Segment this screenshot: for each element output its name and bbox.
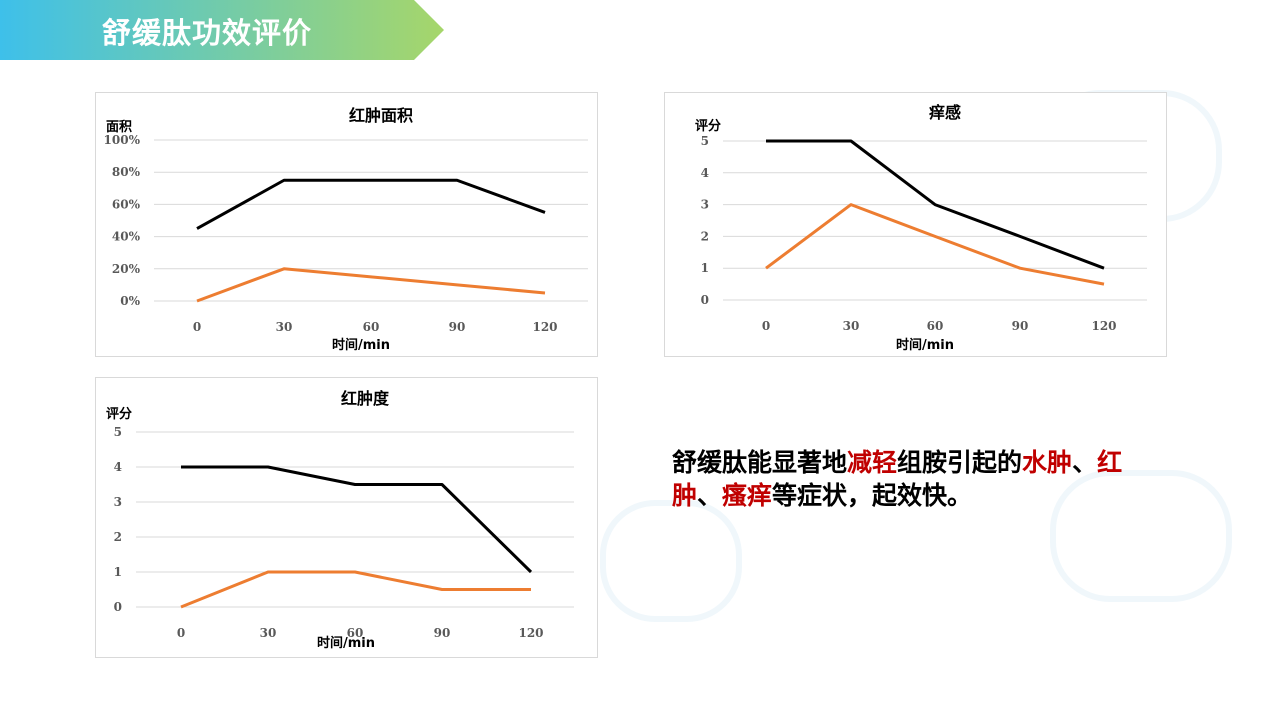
chart-itch: 痒感评分 0 1 2 3 4 5 0 30 60 90 120 时间/min [664, 92, 1167, 357]
description-part: 、 [1072, 448, 1098, 477]
x-tick-label: 30 [276, 320, 293, 334]
x-tick-label: 60 [927, 319, 944, 333]
y-tick-label: 80% [112, 165, 141, 179]
description-part: 组胺引起的 [897, 448, 1023, 477]
x-tick-label: 60 [363, 320, 380, 334]
series-line-1 [766, 139, 1105, 270]
y-tick-label: 1 [114, 565, 122, 579]
y-axis-label: 评分 [106, 406, 132, 422]
y-tick-label: 2 [114, 530, 122, 544]
x-tick-label: 60 [347, 626, 364, 640]
y-tick-label: 5 [114, 425, 122, 439]
chart-title: 红肿度 [341, 389, 390, 408]
x-tick-label: 30 [843, 319, 860, 333]
series-line-1 [181, 465, 533, 574]
x-tick-label: 120 [532, 320, 557, 334]
x-tick-label: 0 [177, 626, 185, 640]
y-tick-label: 0 [114, 600, 122, 614]
y-tick-label: 0 [701, 293, 709, 307]
description-part: 水肿 [1022, 448, 1073, 477]
y-tick-label: 3 [701, 198, 709, 212]
chart-red-swelling-area: 红肿面积面积 0% 20% 40% 60% 80% 100% 0 30 60 90 120 时间/min [95, 92, 598, 357]
y-tick-label: 100% [104, 133, 141, 147]
x-axis-label: 时间/min [896, 337, 954, 353]
series-line-2 [180, 570, 531, 609]
y-tick-label: 5 [701, 134, 709, 148]
y-tick-label: 20% [112, 262, 141, 276]
y-tick-label: 4 [114, 460, 122, 474]
x-axis-label: 时间/min [332, 337, 390, 353]
y-axis-label: 评分 [695, 118, 721, 134]
series-line-1 [196, 178, 546, 230]
y-tick-label: 40% [112, 230, 141, 244]
description-part: 减轻 [847, 448, 898, 477]
x-tick-label: 0 [193, 320, 201, 334]
x-tick-label: 90 [434, 626, 451, 640]
chart-redness: 红肿度评分 0 1 2 3 4 5 0 30 60 90 120 时间/min [95, 377, 598, 658]
page-title: 舒缓肽功效评价 [102, 16, 313, 50]
chart-title: 痒感 [929, 103, 961, 122]
x-axis-label: 时间/min [317, 635, 375, 651]
y-tick-label: 60% [112, 197, 141, 211]
x-tick-label: 30 [260, 626, 277, 640]
series-line-2 [765, 203, 1105, 286]
x-tick-label: 120 [1091, 319, 1116, 333]
y-tick-label: 2 [701, 229, 709, 243]
watermark-shape [600, 500, 742, 622]
series-line-2 [196, 267, 546, 303]
description-part: 红肿 [672, 448, 1123, 510]
x-tick-label: 120 [518, 626, 543, 640]
description-text: 舒缓肽能显著地减轻组胺引起的水肿、红肿、瘙痒等症状，起效快。 [672, 446, 1172, 512]
y-tick-label: 0% [120, 294, 140, 308]
y-tick-label: 1 [701, 261, 709, 275]
description-part: 等症状，起效快。 [772, 481, 973, 510]
watermark-shape [1050, 470, 1232, 602]
description-part: 舒缓肽能显著地 [672, 448, 848, 477]
chart-title: 红肿面积 [349, 106, 413, 125]
y-axis-label: 面积 [106, 119, 132, 135]
x-tick-label: 0 [762, 319, 770, 333]
x-tick-label: 90 [449, 320, 466, 334]
description-part: 瘙痒 [722, 481, 773, 510]
description-part: 、 [697, 481, 723, 510]
banner-shape [0, 0, 444, 60]
y-tick-label: 3 [114, 495, 122, 509]
header-banner: 舒缓肽功效评价 [0, 0, 444, 60]
y-tick-label: 4 [701, 166, 709, 180]
x-tick-label: 90 [1012, 319, 1029, 333]
